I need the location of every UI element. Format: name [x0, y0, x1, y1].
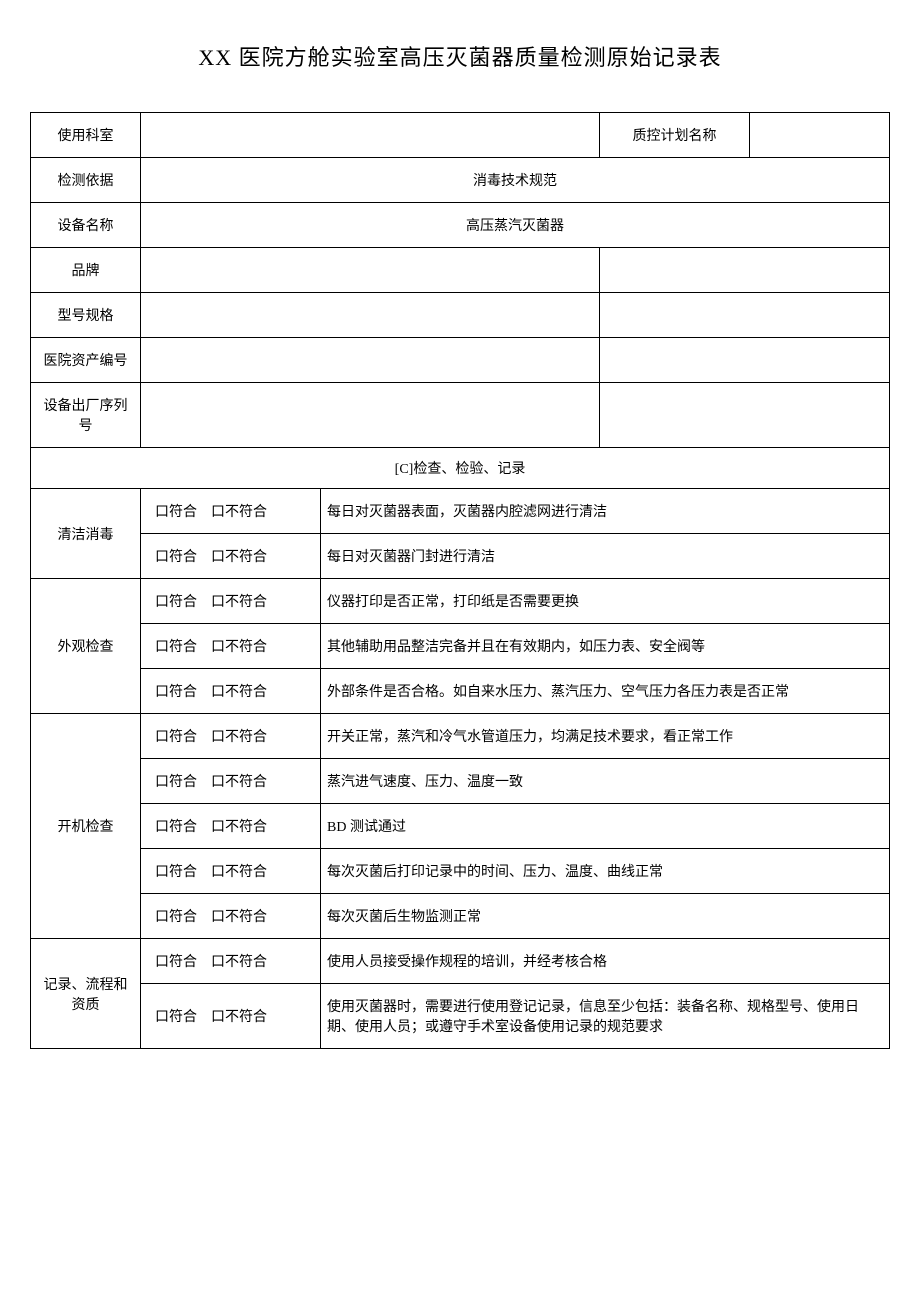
equip-name-label: 设备名称 [31, 203, 141, 248]
check-cell[interactable]: 口符合口不符合 [141, 849, 321, 894]
check-description: 仪器打印是否正常，打印纸是否需要更换 [321, 579, 890, 624]
serial-label: 设备出厂序列号 [31, 383, 141, 448]
conform-checkbox[interactable]: 口符合 [155, 591, 197, 611]
check-description: 蒸汽进气速度、压力、温度一致 [321, 759, 890, 804]
nonconform-checkbox[interactable]: 口不符合 [211, 816, 267, 836]
page-title: XX 医院方舱实验室高压灭菌器质量检测原始记录表 [30, 40, 890, 72]
section-header: [C]检查、检验、记录 [31, 448, 890, 489]
check-cell[interactable]: 口符合口不符合 [141, 669, 321, 714]
serial-value-1[interactable] [141, 383, 600, 448]
nonconform-checkbox[interactable]: 口不符合 [211, 771, 267, 791]
record-table: 使用科室 质控计划名称 检测依据 消毒技术规范 设备名称 高压蒸汽灭菌器 品牌 … [30, 112, 890, 1049]
conform-checkbox[interactable]: 口符合 [155, 636, 197, 656]
check-description: BD 测试通过 [321, 804, 890, 849]
nonconform-checkbox[interactable]: 口不符合 [211, 636, 267, 656]
qc-plan-value[interactable] [750, 113, 890, 158]
equip-name-value: 高压蒸汽灭菌器 [141, 203, 890, 248]
conform-checkbox[interactable]: 口符合 [155, 951, 197, 971]
brand-value-2[interactable] [600, 248, 890, 293]
conform-checkbox[interactable]: 口符合 [155, 861, 197, 881]
check-description: 使用灭菌器时，需要进行使用登记记录，信息至少包括：装备名称、规格型号、使用日期、… [321, 984, 890, 1049]
conform-checkbox[interactable]: 口符合 [155, 681, 197, 701]
conform-checkbox[interactable]: 口符合 [155, 546, 197, 566]
check-cell[interactable]: 口符合口不符合 [141, 984, 321, 1049]
check-cell[interactable]: 口符合口不符合 [141, 759, 321, 804]
asset-no-value-2[interactable] [600, 338, 890, 383]
group-label: 记录、流程和资质 [31, 939, 141, 1049]
qc-plan-label: 质控计划名称 [600, 113, 750, 158]
conform-checkbox[interactable]: 口符合 [155, 906, 197, 926]
check-description: 每日对灭菌器门封进行清洁 [321, 534, 890, 579]
basis-label: 检测依据 [31, 158, 141, 203]
check-cell[interactable]: 口符合口不符合 [141, 489, 321, 534]
check-cell[interactable]: 口符合口不符合 [141, 579, 321, 624]
check-cell[interactable]: 口符合口不符合 [141, 894, 321, 939]
check-description: 每日对灭菌器表面，灭菌器内腔滤网进行清洁 [321, 489, 890, 534]
model-value-1[interactable] [141, 293, 600, 338]
check-description: 外部条件是否合格。如自来水压力、蒸汽压力、空气压力各压力表是否正常 [321, 669, 890, 714]
nonconform-checkbox[interactable]: 口不符合 [211, 951, 267, 971]
nonconform-checkbox[interactable]: 口不符合 [211, 591, 267, 611]
nonconform-checkbox[interactable]: 口不符合 [211, 861, 267, 881]
check-cell[interactable]: 口符合口不符合 [141, 939, 321, 984]
brand-label: 品牌 [31, 248, 141, 293]
conform-checkbox[interactable]: 口符合 [155, 816, 197, 836]
group-label: 开机检查 [31, 714, 141, 939]
nonconform-checkbox[interactable]: 口不符合 [211, 546, 267, 566]
model-label: 型号规格 [31, 293, 141, 338]
conform-checkbox[interactable]: 口符合 [155, 726, 197, 746]
nonconform-checkbox[interactable]: 口不符合 [211, 501, 267, 521]
nonconform-checkbox[interactable]: 口不符合 [211, 1006, 267, 1026]
check-cell[interactable]: 口符合口不符合 [141, 714, 321, 759]
group-label: 清洁消毒 [31, 489, 141, 579]
dept-value[interactable] [141, 113, 600, 158]
conform-checkbox[interactable]: 口符合 [155, 1006, 197, 1026]
basis-value: 消毒技术规范 [141, 158, 890, 203]
brand-value-1[interactable] [141, 248, 600, 293]
asset-no-label: 医院资产编号 [31, 338, 141, 383]
model-value-2[interactable] [600, 293, 890, 338]
nonconform-checkbox[interactable]: 口不符合 [211, 726, 267, 746]
asset-no-value-1[interactable] [141, 338, 600, 383]
check-description: 使用人员接受操作规程的培训，并经考核合格 [321, 939, 890, 984]
conform-checkbox[interactable]: 口符合 [155, 501, 197, 521]
dept-label: 使用科室 [31, 113, 141, 158]
check-cell[interactable]: 口符合口不符合 [141, 624, 321, 669]
check-description: 其他辅助用品整洁完备并且在有效期内，如压力表、安全阀等 [321, 624, 890, 669]
check-description: 每次灭菌后打印记录中的时间、压力、温度、曲线正常 [321, 849, 890, 894]
check-description: 每次灭菌后生物监测正常 [321, 894, 890, 939]
nonconform-checkbox[interactable]: 口不符合 [211, 906, 267, 926]
nonconform-checkbox[interactable]: 口不符合 [211, 681, 267, 701]
serial-value-2[interactable] [600, 383, 890, 448]
check-cell[interactable]: 口符合口不符合 [141, 804, 321, 849]
conform-checkbox[interactable]: 口符合 [155, 771, 197, 791]
check-description: 开关正常，蒸汽和冷气水管道压力，均满足技术要求，看正常工作 [321, 714, 890, 759]
check-cell[interactable]: 口符合口不符合 [141, 534, 321, 579]
group-label: 外观检查 [31, 579, 141, 714]
